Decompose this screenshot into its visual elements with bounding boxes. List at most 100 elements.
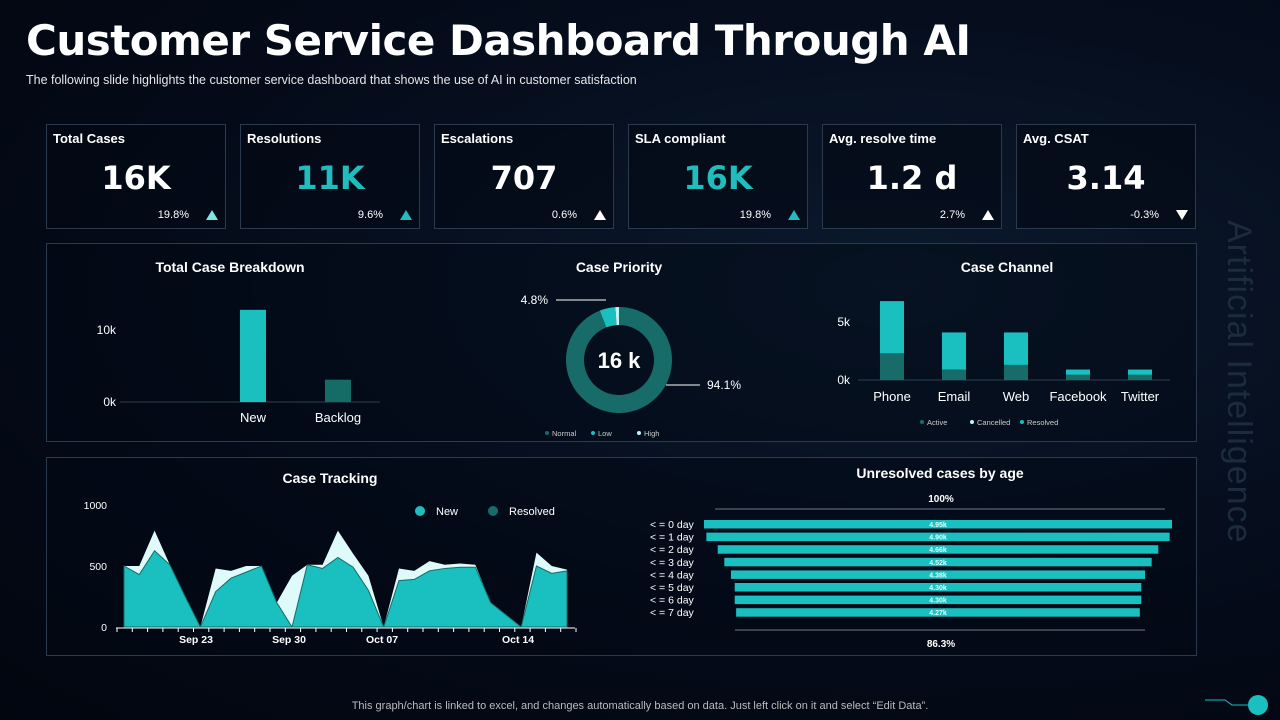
bar-phone-active <box>880 353 904 380</box>
legend-label: Resolved <box>509 506 555 518</box>
y-tick-label: 0k <box>837 373 851 387</box>
bar-email-active <box>942 369 966 380</box>
bar-web-active <box>1004 364 1028 380</box>
kpi-change: 2.7% <box>939 209 965 221</box>
funnel-value-label: 4.27k <box>929 610 947 617</box>
x-tick-label: Twitter <box>1121 389 1160 404</box>
funnel-category-label: < = 4 day <box>650 569 695 581</box>
x-tick-label: Phone <box>873 389 911 404</box>
funnel-bar <box>704 520 1172 529</box>
funnel-bar <box>724 557 1152 567</box>
kpi-change: 19.8% <box>157 209 189 221</box>
side-watermark-text: Artificial Intelligence <box>1220 220 1258 544</box>
legend-label: Low <box>598 429 612 438</box>
bar-new <box>240 309 266 402</box>
trend-up-icon <box>594 210 606 220</box>
y-tick-label: 0 <box>101 622 107 634</box>
funnel-top-label: 100% <box>928 494 954 505</box>
funnel-bottom-label: 86.3% <box>927 639 955 650</box>
kpi-card: Avg. resolve time 1.2 d 2.7% <box>822 124 1002 229</box>
x-tick-label: Sep 23 <box>179 634 213 646</box>
bar-phone-resolved <box>880 301 904 354</box>
kpi-card: SLA compliant 16K 19.8% <box>628 124 808 229</box>
chart-title-breakdown: Total Case Breakdown <box>155 259 305 275</box>
kpi-label: Avg. CSAT <box>1023 131 1089 146</box>
funnel-value-label: 4.52k <box>929 560 947 567</box>
slice-normal <box>565 307 672 413</box>
bar-backlog <box>325 379 351 402</box>
kpi-value: 11K <box>295 159 365 197</box>
funnel-category-label: < = 7 day <box>650 607 695 619</box>
donut-center-label: 16 k <box>598 348 642 373</box>
page-title: Customer Service Dashboard Through AI <box>26 16 971 65</box>
slice-high <box>615 307 619 326</box>
kpi-card: Escalations 707 0.6% <box>434 124 614 229</box>
x-tick-label: Oct 07 <box>366 634 398 646</box>
funnel-category-label: < = 0 day <box>650 519 695 531</box>
funnel-category-label: < = 1 day <box>650 532 695 544</box>
x-tick-label: Oct 14 <box>502 634 534 646</box>
area-resolved <box>123 549 568 629</box>
funnel-bar <box>706 532 1170 542</box>
chart-title-priority: Case Priority <box>575 259 663 275</box>
bar-email-resolved <box>942 332 966 370</box>
bar-web-resolved <box>1004 332 1028 365</box>
x-tick-label: Email <box>938 389 971 404</box>
kpi-change: 0.6% <box>551 209 577 221</box>
kpi-card: Total Cases 16K 19.8% <box>46 124 226 229</box>
funnel-value-label: 4.30k <box>929 598 947 605</box>
kpi-label: Escalations <box>441 131 514 146</box>
kpi-label: Resolutions <box>247 131 322 146</box>
legend-dot <box>970 420 974 424</box>
funnel-category-label: < = 6 day <box>650 595 695 607</box>
kpi-label: SLA compliant <box>635 131 726 146</box>
funnel-category-label: < = 5 day <box>650 582 695 594</box>
legend-dot-resolved <box>488 506 498 516</box>
funnel-bar <box>736 608 1140 617</box>
kpi-value: 707 <box>490 159 558 197</box>
kpi-value: 1.2 d <box>866 159 958 197</box>
trend-up-icon <box>400 210 412 220</box>
legend-label: Active <box>927 418 947 427</box>
legend-label: New <box>436 506 458 518</box>
kpi-value: 3.14 <box>1066 159 1146 197</box>
slice-label-normal: 94.1% <box>707 378 741 392</box>
legend-label: Resolved <box>1027 418 1058 427</box>
kpi-card: Resolutions 11K 9.6% <box>240 124 420 229</box>
trend-up-icon <box>206 210 218 220</box>
bar-facebook-resolved <box>1066 369 1090 375</box>
legend-label: Cancelled <box>977 418 1010 427</box>
legend-dot <box>637 431 641 435</box>
circuit-node-icon <box>1248 695 1268 715</box>
y-tick-label: 500 <box>89 561 107 573</box>
x-tick-label: Web <box>1003 389 1030 404</box>
kpi-card: Avg. CSAT 3.14 -0.3% <box>1016 124 1196 229</box>
y-tick-label: 10k <box>97 323 117 337</box>
funnel-category-label: < = 2 day <box>650 544 695 556</box>
funnel-bar <box>717 545 1159 554</box>
legend-label: High <box>644 429 659 438</box>
chart-title-unresolved: Unresolved cases by age <box>856 465 1024 481</box>
kpi-label: Total Cases <box>53 131 126 146</box>
x-tick-label: Facebook <box>1049 389 1107 404</box>
chart-title-channel: Case Channel <box>960 259 1054 275</box>
legend-dot <box>1020 420 1024 424</box>
slice-low <box>599 307 617 328</box>
kpi-label: Avg. resolve time <box>829 131 937 146</box>
trend-up-icon <box>788 210 800 220</box>
trend-down-icon <box>1176 210 1188 220</box>
bar-twitter-resolved <box>1128 369 1152 375</box>
funnel-bar <box>734 583 1142 592</box>
x-tick-label: New <box>240 410 267 425</box>
x-tick-label: Backlog <box>315 410 361 425</box>
footer-note: This graph/chart is linked to excel, and… <box>351 700 929 712</box>
bar-twitter-active <box>1128 374 1152 380</box>
slice-label-low: 4.8% <box>521 293 549 307</box>
kpi-value: 16K <box>101 159 171 197</box>
y-tick-label: 1000 <box>84 500 108 512</box>
legend-dot <box>591 431 595 435</box>
kpi-change: 9.6% <box>357 209 383 221</box>
kpi-change: -0.3% <box>1130 209 1159 221</box>
legend-dot-new <box>415 506 425 516</box>
